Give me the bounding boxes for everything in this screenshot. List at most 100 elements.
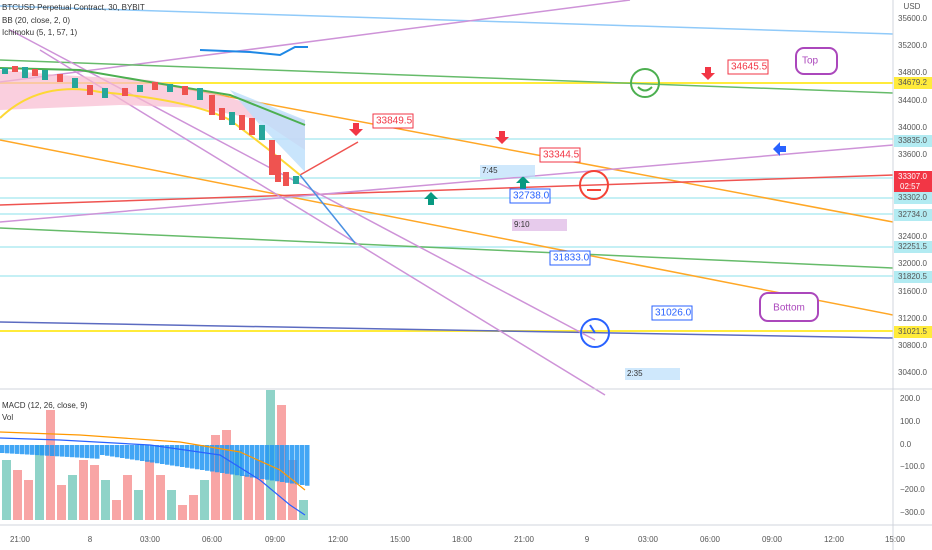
indicator-label: Ichimoku (5, 1, 57, 1) xyxy=(2,28,77,37)
macd-histogram xyxy=(200,445,205,470)
time-label: 9 xyxy=(585,535,590,544)
price-badge xyxy=(894,77,932,89)
candle xyxy=(167,84,173,92)
levels xyxy=(0,138,893,277)
price-badge xyxy=(894,271,932,283)
candle xyxy=(197,88,203,100)
macd-histogram xyxy=(290,445,295,484)
volume-bar xyxy=(24,480,33,520)
price-label: 31600.0 xyxy=(898,287,927,296)
duration-box xyxy=(512,219,567,231)
macd-histogram xyxy=(275,445,280,482)
bb-upper xyxy=(199,46,308,57)
time-label: 15:00 xyxy=(885,535,906,544)
volume-bar xyxy=(13,470,22,520)
macd-histogram xyxy=(40,445,45,456)
macd-histogram xyxy=(75,445,80,458)
macd-histogram xyxy=(20,445,25,455)
price-note: 31026.0 xyxy=(655,308,692,319)
macd-histogram xyxy=(65,445,70,457)
time-label: 15:00 xyxy=(390,535,411,544)
candle xyxy=(283,172,289,186)
volume-bar xyxy=(90,465,99,520)
price-badge xyxy=(894,241,932,253)
price-note-box xyxy=(372,113,414,129)
macd-histogram xyxy=(300,445,305,485)
price-badge-label: 34679.2 xyxy=(898,78,927,87)
macd-label: 100.0 xyxy=(900,417,921,426)
macd-histogram xyxy=(170,445,175,466)
macd-label: 200.0 xyxy=(900,394,921,403)
price-badge-label: 33835.0 xyxy=(898,136,927,145)
volume-bar xyxy=(35,445,44,520)
macd-histogram xyxy=(230,445,235,475)
volume-bar xyxy=(222,430,231,520)
signal-line xyxy=(0,431,306,491)
bubble-label: Top xyxy=(802,56,819,67)
volume-bar xyxy=(156,475,165,520)
candle xyxy=(32,69,38,76)
price-badge xyxy=(894,326,932,338)
macd-histogram xyxy=(130,445,135,460)
candle xyxy=(57,74,63,82)
volume-bar xyxy=(57,485,66,520)
macd-histogram xyxy=(110,445,115,457)
candle xyxy=(293,176,299,184)
volume-bar xyxy=(112,500,121,520)
macd-histogram xyxy=(115,445,120,458)
macd-histogram xyxy=(205,445,210,471)
price-note-box xyxy=(549,250,591,266)
macd-histogram xyxy=(255,445,260,479)
duration-label: 9:10 xyxy=(514,220,530,229)
volume-bar xyxy=(101,480,110,520)
candle xyxy=(249,118,255,135)
macd-histogram xyxy=(70,445,75,458)
macd-line xyxy=(0,437,306,516)
trend-lines xyxy=(0,0,894,396)
volume-bar xyxy=(211,435,220,520)
candle xyxy=(2,68,8,74)
candle xyxy=(229,112,235,125)
macd-histogram xyxy=(180,445,185,467)
macd-histogram xyxy=(160,445,165,464)
axes: USD 35600.0 35200.0 34800.0 34400.0 34000.0 33… xyxy=(10,2,932,544)
volume-bar xyxy=(288,460,297,520)
price-label: 33600.0 xyxy=(898,150,927,159)
macd-label: −100.0 xyxy=(900,462,925,471)
axis-unit: USD xyxy=(904,2,921,11)
time-label: 09:00 xyxy=(762,535,783,544)
volume-bar xyxy=(134,490,143,520)
price-label: 30800.0 xyxy=(898,341,927,350)
price-note-box xyxy=(509,188,551,204)
price-note: 31833.0 xyxy=(553,253,590,264)
candle xyxy=(259,125,265,140)
symbol-title: BTCUSD Perpetual Contract, 30, BYBIT xyxy=(2,3,145,12)
price-label: 35200.0 xyxy=(898,41,927,50)
time-label: 03:00 xyxy=(140,535,161,544)
candle xyxy=(87,85,93,95)
price-badge-label: 33302.0 xyxy=(898,193,927,202)
macd-histogram xyxy=(185,445,190,468)
candle xyxy=(22,67,28,78)
macd-histogram xyxy=(55,445,60,457)
bubble-label: Bottom xyxy=(773,303,805,314)
price-badge-label: 32251.5 xyxy=(898,242,927,251)
macd-histogram xyxy=(15,445,20,454)
macd-histogram xyxy=(240,445,245,476)
annotations: 33849.5 33344.5 32738.0 31833.0 31026.0 34645… xyxy=(372,56,819,378)
macd-histogram xyxy=(155,445,160,464)
macd-histogram xyxy=(190,445,195,469)
price-note-box xyxy=(727,59,769,75)
price-label: 32000.0 xyxy=(898,259,927,268)
macd-histogram xyxy=(245,445,250,477)
candle xyxy=(12,66,18,72)
macd-histogram xyxy=(0,445,5,453)
indicator-label: BB (20, close, 2, 0) xyxy=(2,16,70,25)
bb-basis xyxy=(0,88,301,176)
volume-bar xyxy=(299,500,308,520)
candle xyxy=(209,95,215,115)
volume-bar xyxy=(189,495,198,520)
volume-bar xyxy=(2,460,11,520)
candle xyxy=(72,78,78,88)
